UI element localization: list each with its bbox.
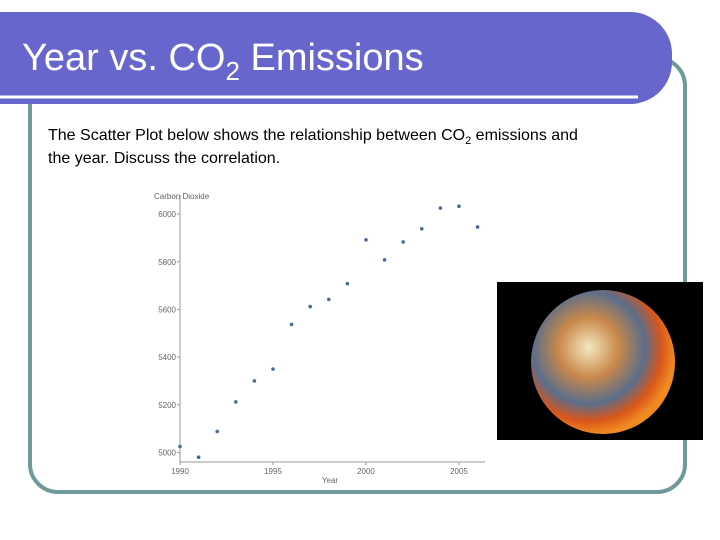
y-tick-label: 6000 [158,210,176,219]
title-text: Emissions [240,37,424,79]
point [364,238,368,242]
point [233,400,238,404]
y-tick-label: 5400 [158,353,176,362]
slide-title: Year vs. CO2 Emissions [22,37,424,86]
title-text: Year vs. CO [22,37,225,79]
x-axis-label: Year [322,476,339,485]
y-tick-label: 5000 [158,448,176,457]
point [215,429,219,434]
y-axis-label: Carbon Dioxide [154,192,210,201]
point [271,367,275,371]
point [419,227,424,231]
point [475,225,480,229]
point [289,322,294,327]
body-text: The Scatter Plot below shows the relatio… [48,127,465,144]
point [308,304,312,309]
title-bar [0,12,672,104]
point [326,297,331,302]
y-tick-label: 5800 [158,258,176,267]
point [196,455,201,460]
earth-globe [531,290,675,434]
point [382,258,387,262]
body-line: the year. Discuss the correlation. [48,150,280,167]
x-tick-label: 2000 [357,467,375,476]
x-tick-label: 2005 [450,467,468,476]
point [252,379,257,383]
x-tick-label: 1990 [171,467,189,476]
x-tick-label: 1995 [264,467,282,476]
body-line: The Scatter Plot below shows the relatio… [48,127,578,147]
title-subscript: 2 [225,56,239,86]
y-tick-label: 5200 [158,401,176,410]
point [178,444,182,449]
body-subscript: 2 [465,135,471,147]
y-tick-label: 5600 [158,305,176,314]
point [401,240,405,244]
point [438,206,443,210]
point [457,204,461,209]
point [345,281,350,286]
body-text: emissions and [471,127,578,144]
